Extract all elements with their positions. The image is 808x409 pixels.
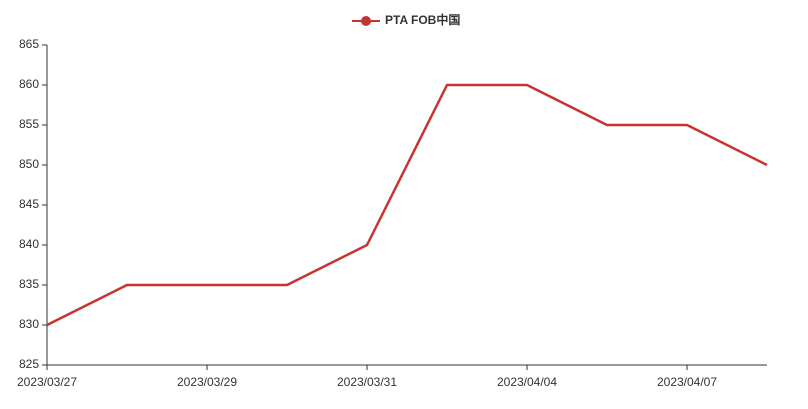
y-tick-label: 850 bbox=[19, 157, 39, 171]
x-tick-label: 2023/04/04 bbox=[497, 375, 557, 389]
x-tick-label: 2023/03/27 bbox=[17, 375, 77, 389]
x-tick-label: 2023/03/31 bbox=[337, 375, 397, 389]
legend-label: PTA FOB中国 bbox=[385, 12, 460, 27]
legend-marker bbox=[361, 16, 371, 26]
y-tick-label: 840 bbox=[19, 237, 39, 251]
y-tick-label: 825 bbox=[19, 357, 39, 371]
y-tick-label: 835 bbox=[19, 277, 39, 291]
x-tick-label: 2023/04/07 bbox=[657, 375, 717, 389]
y-tick-label: 845 bbox=[19, 197, 39, 211]
y-tick-label: 865 bbox=[19, 37, 39, 51]
y-tick-label: 855 bbox=[19, 117, 39, 131]
y-tick-label: 830 bbox=[19, 317, 39, 331]
y-tick-label: 860 bbox=[19, 77, 39, 91]
line bbox=[46, 83, 768, 327]
x-tick-label: 2023/03/29 bbox=[177, 375, 237, 389]
